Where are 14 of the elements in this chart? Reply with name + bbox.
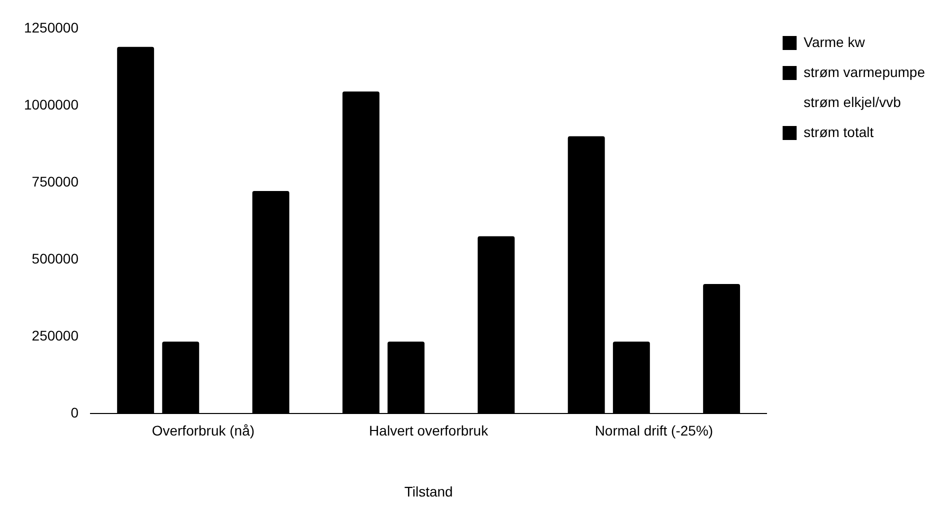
x-tick-label: Halvert overforbruk bbox=[369, 422, 490, 439]
legend-label: strøm totalt bbox=[804, 124, 874, 140]
x-tick-label: Normal drift (-25%) bbox=[594, 422, 714, 439]
y-tick-label: 1000000 bbox=[24, 96, 79, 112]
legend-label: Varme kw bbox=[804, 34, 866, 50]
legend-label: strøm varmepumpe bbox=[804, 64, 926, 80]
x-tick-label: Overforbruk (nå) bbox=[152, 422, 255, 439]
y-tick-label: 500000 bbox=[32, 250, 79, 266]
y-tick-label: 750000 bbox=[32, 173, 79, 190]
y-tick-label: 250000 bbox=[32, 327, 79, 344]
y-tick-label: 0 bbox=[70, 404, 79, 420]
x-axis-title: Tilstand bbox=[404, 483, 453, 500]
y-tick-label: 1250000 bbox=[24, 19, 79, 36]
text: strøm elkjel/vvb bbox=[804, 94, 902, 110]
